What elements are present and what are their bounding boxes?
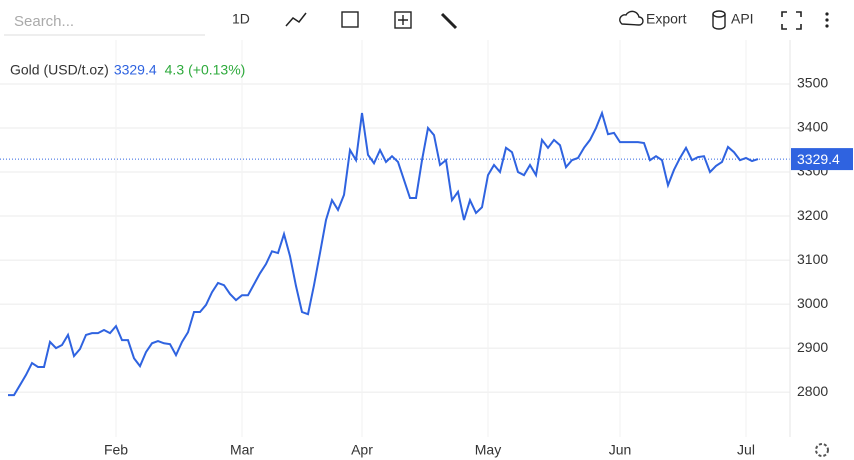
api-icon-body (712, 14, 726, 30)
menu-icon-dot (825, 24, 829, 28)
price-line (8, 109, 759, 397)
search-input[interactable]: Search... (14, 13, 74, 30)
calendar-icon[interactable] (341, 11, 359, 28)
x-tick-label: Mar (230, 442, 254, 458)
y-tick-label: 3100 (797, 251, 828, 267)
last-price-label: 3329.4 (797, 151, 840, 167)
x-tick-label: Jul (737, 442, 755, 458)
y-tick-label: 3200 (797, 207, 828, 223)
y-tick-label: 2900 (797, 339, 828, 355)
y-tick-label: 3500 (797, 75, 828, 91)
tools-icon[interactable] (440, 12, 458, 30)
menu-icon-dot (825, 18, 829, 22)
chart-type-icon[interactable] (285, 12, 307, 27)
y-tick-label: 3400 (797, 119, 828, 135)
y-tick-label: 2800 (797, 383, 828, 399)
x-tick-label: Jun (609, 442, 632, 458)
fullscreen-icon[interactable] (781, 11, 802, 30)
last-price-badge (791, 148, 853, 171)
menu-icon[interactable] (825, 12, 829, 16)
add-icon[interactable] (394, 11, 412, 29)
api-button[interactable]: API (731, 11, 754, 27)
export-icon[interactable] (619, 10, 644, 26)
legend-value: 3329.4 (114, 62, 157, 78)
x-tick-label: Apr (351, 442, 373, 458)
legend-change-percent: (+0.13%) (188, 62, 245, 78)
toolbar: Search... 1D Export API (4, 10, 829, 36)
interval-button[interactable]: 1D (232, 11, 250, 27)
legend: Gold (USD/t.oz) 3329.4 4.3 (+0.13%) (10, 62, 245, 78)
add-icon-plus (398, 15, 408, 25)
x-tick-label: Feb (104, 442, 128, 458)
settings-icon[interactable] (815, 443, 829, 457)
legend-name: Gold (USD/t.oz) (10, 62, 109, 78)
y-tick-label: 3000 (797, 295, 828, 311)
x-tick-label: May (475, 442, 501, 458)
api-icon[interactable] (712, 10, 726, 18)
export-button[interactable]: Export (646, 11, 687, 27)
plot: 3329.4 (0, 109, 853, 397)
legend-change: 4.3 (165, 62, 185, 78)
